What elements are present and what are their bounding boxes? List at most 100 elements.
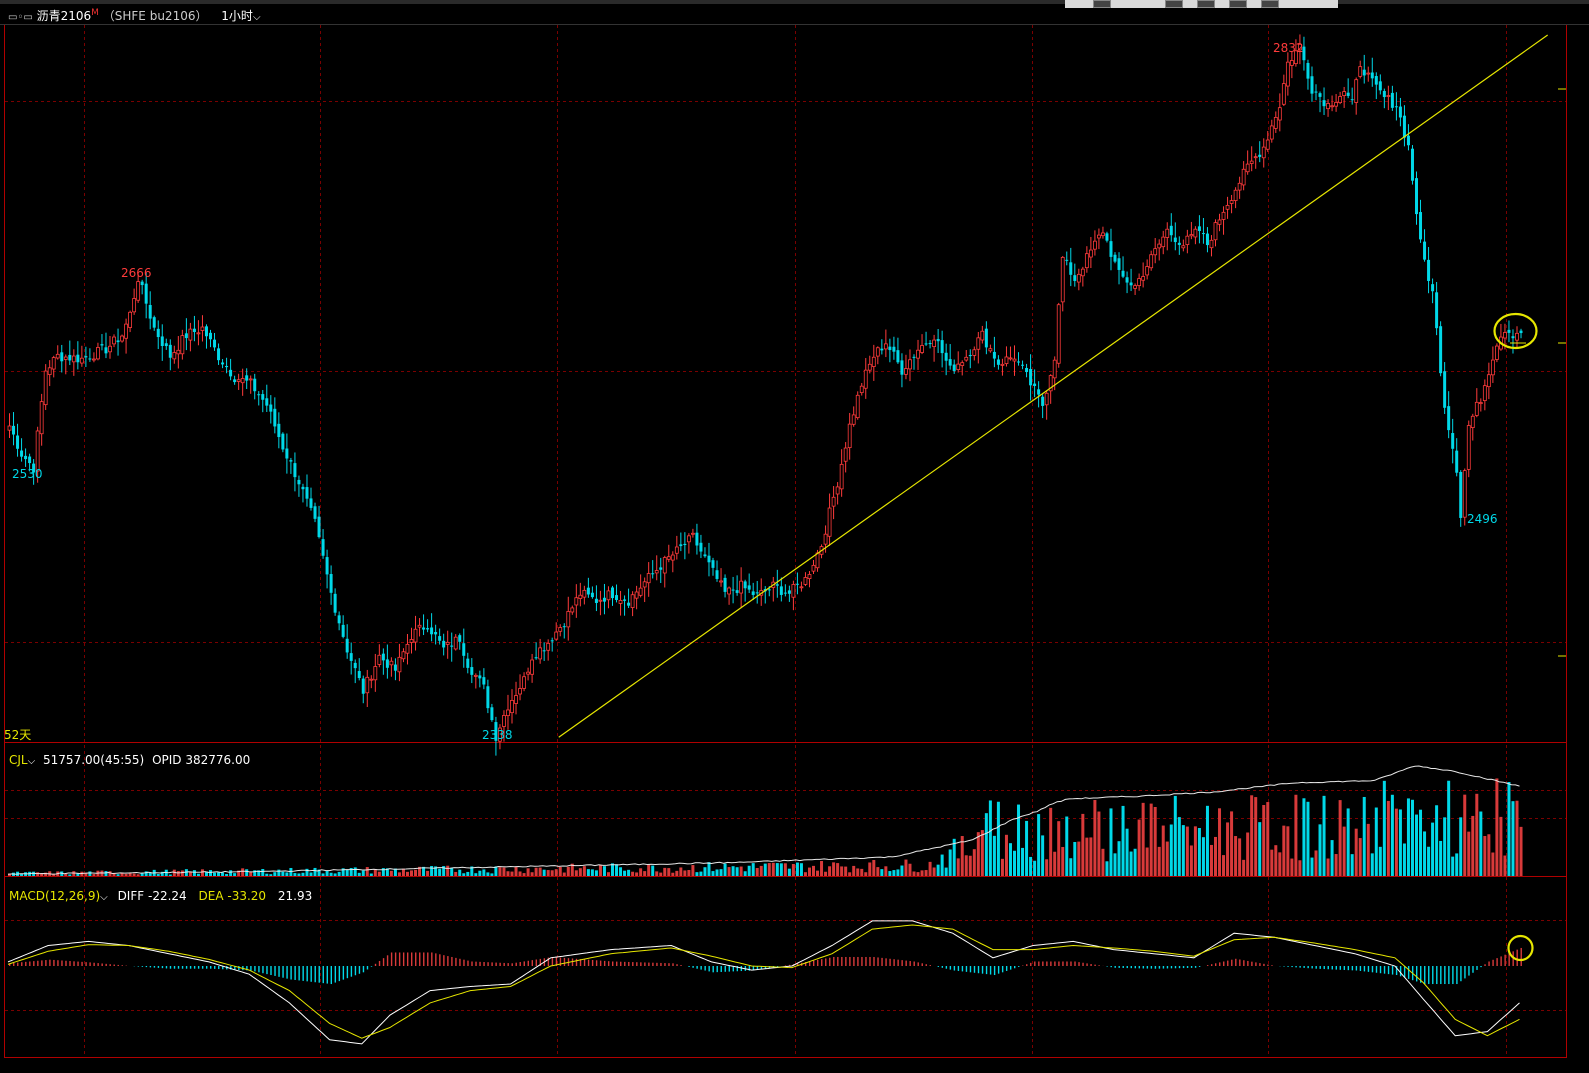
chevron-down-icon[interactable]: ⌵ [252, 12, 261, 23]
candle-body [518, 688, 522, 695]
macd-histogram-bar [1106, 966, 1108, 967]
chevron-down-icon[interactable]: ⌵ [27, 756, 36, 767]
macd-histogram-bar [1303, 966, 1305, 968]
candle-body [128, 311, 133, 328]
volume-bar [1000, 858, 1004, 876]
candle-body [1314, 91, 1318, 93]
volume-bar [988, 800, 992, 876]
toolbar-button-1[interactable] [1165, 0, 1183, 8]
volume-bar [397, 872, 401, 876]
volume-bar [1250, 795, 1254, 876]
candle-body [1105, 233, 1109, 241]
link-icon[interactable]: ▭◦▭ [8, 12, 33, 23]
candle-body [1021, 364, 1025, 366]
volume-bar [799, 863, 803, 876]
macd-histogram-bar [57, 960, 59, 966]
period-selector[interactable]: 1小时 [221, 9, 253, 23]
macd-histogram-bar [1315, 966, 1317, 969]
volume-bar [932, 867, 936, 876]
candle-body [739, 580, 744, 594]
macd-histogram-bar [1263, 963, 1265, 966]
candle-body [176, 349, 181, 355]
candles [7, 34, 1523, 756]
macd-histogram-bar [668, 963, 670, 966]
macd-histogram-bar [1243, 960, 1245, 966]
contract-code: （SHFE bu2106） [102, 9, 208, 23]
candle-body [618, 600, 623, 604]
volume-bar [434, 866, 438, 876]
macd-histogram-bar [817, 959, 819, 966]
candle-body [124, 323, 128, 339]
toolbar-button-4[interactable] [1261, 0, 1279, 8]
macd-histogram-bar [1046, 961, 1048, 966]
volume-bar [936, 864, 940, 876]
candle-body [920, 345, 924, 353]
macd-histogram-bar [338, 966, 341, 982]
candle-body [1423, 241, 1427, 260]
macd-histogram-bar [65, 960, 67, 966]
macd-indicator[interactable]: MACD(12,26,9) [9, 889, 101, 903]
volume-bar [627, 869, 631, 876]
macd-histogram-bar [346, 966, 349, 979]
toolbar-button-2[interactable] [1197, 0, 1215, 8]
volume-bar [1153, 806, 1157, 876]
volume-bar [667, 868, 671, 876]
toolbar[interactable] [1065, 0, 1338, 8]
macd-histogram-bar [595, 960, 598, 966]
volume-bars [8, 778, 1523, 876]
toolbar-button-3[interactable] [1229, 0, 1247, 8]
macd-histogram-bar [394, 952, 397, 966]
macd-histogram-bar [362, 966, 365, 973]
volume-bar [783, 863, 787, 876]
macd-histogram-bar [660, 962, 662, 966]
macd-histogram-bar [1198, 966, 1201, 967]
volume-bar [249, 871, 253, 876]
macd-histogram-bar [1150, 966, 1153, 969]
volume-bar [956, 858, 960, 876]
volume-bar [1350, 854, 1354, 876]
macd-histogram-bar [374, 963, 377, 966]
candle-body [405, 643, 410, 654]
macd-histogram-bar [993, 966, 996, 976]
macd-histogram-bar [270, 966, 272, 976]
volume-bar [1286, 826, 1290, 876]
toolbar-input[interactable] [1093, 0, 1111, 8]
candle-body [932, 339, 936, 347]
candle-body [486, 686, 490, 709]
macd-histogram-bar [821, 959, 823, 966]
candle-body [795, 583, 799, 585]
macd-histogram-bar [157, 966, 160, 968]
cjl-indicator[interactable]: CJL [9, 753, 28, 767]
candle-body [948, 359, 952, 366]
volume-bar [719, 869, 723, 876]
macd-histogram-bar [1283, 966, 1285, 967]
volume-bar [1262, 805, 1266, 876]
volume-bar [735, 867, 739, 876]
macd-histogram-bar [989, 966, 992, 975]
macd-histogram-bar [298, 966, 300, 981]
candle-body [835, 486, 840, 495]
volume-bar [1358, 838, 1362, 876]
volume-bar [502, 867, 506, 876]
macd-histogram-bar [73, 961, 75, 966]
candle-body [755, 592, 759, 594]
volume-bar [1294, 794, 1298, 876]
macd-histogram-bar [435, 953, 437, 966]
candle-body [855, 394, 860, 419]
volume-bar [430, 866, 434, 876]
volume-bar [84, 872, 88, 876]
volume-bar [40, 873, 44, 876]
candle-body [1318, 93, 1322, 97]
volume-bar [795, 862, 799, 876]
volume-bar [1459, 817, 1463, 876]
candle-body [1258, 154, 1262, 157]
candle-body [546, 642, 551, 651]
volume-bar [1374, 807, 1378, 876]
macd-histogram-bar [889, 958, 891, 966]
candle-body [240, 378, 245, 384]
days-label: 52天 [4, 728, 32, 742]
chevron-down-icon[interactable]: ⌵ [100, 892, 108, 903]
candle-body [1025, 367, 1029, 373]
volume-bar [1330, 840, 1334, 876]
candle-body [1157, 243, 1162, 249]
